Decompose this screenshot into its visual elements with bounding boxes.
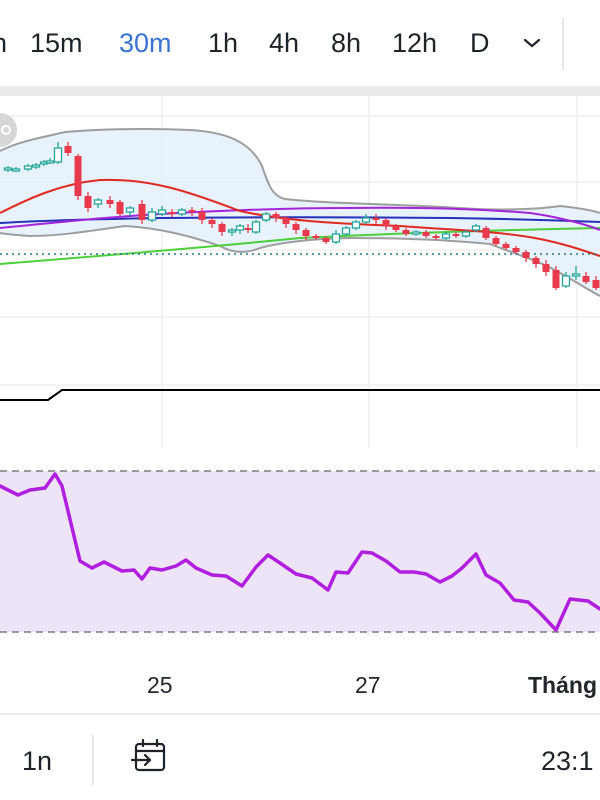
- candle-down: [282, 218, 290, 224]
- candle-up: [157, 209, 167, 215]
- candle-up: [361, 217, 371, 223]
- candle-down: [382, 220, 390, 226]
- candle-down: [492, 238, 500, 244]
- candle-up: [331, 233, 341, 243]
- chart-settings-icon[interactable]: [0, 113, 17, 147]
- candle-down: [432, 236, 440, 238]
- timeframe-option-4h[interactable]: 4h: [269, 28, 300, 58]
- ma-purple-line: [0, 206, 600, 231]
- candle-up: [561, 275, 571, 287]
- timeframe-toolbar: h 15m 30m 1h 4h 8h 12h D: [0, 0, 600, 86]
- candle-up: [93, 199, 103, 205]
- candle-up: [31, 164, 41, 168]
- candle-down: [188, 210, 196, 212]
- candle-down: [292, 224, 300, 230]
- candle-down: [74, 156, 82, 196]
- candle-down: [502, 244, 510, 248]
- candle-up: [471, 225, 481, 231]
- candle-up: [571, 273, 581, 277]
- timeframe-option-15m[interactable]: 15m: [30, 28, 83, 58]
- candle-up: [53, 147, 63, 163]
- candle-down: [542, 264, 550, 272]
- timeframe-option-8h[interactable]: 8h: [331, 28, 362, 58]
- price-chart-area[interactable]: [0, 96, 600, 710]
- candle-down: [84, 196, 92, 208]
- calendar-arrow-icon[interactable]: [130, 737, 170, 777]
- candle-up: [147, 211, 157, 221]
- toolbar-divider: [562, 18, 564, 70]
- candle-down: [64, 146, 72, 153]
- ma-red-line: [0, 178, 600, 257]
- x-axis-label-27: 27: [355, 672, 381, 698]
- bollinger-lower-line: [0, 224, 600, 297]
- bottom-bar-separator: [0, 713, 600, 715]
- candle-down: [392, 226, 400, 230]
- candle-down: [512, 248, 520, 252]
- candle-up: [411, 231, 421, 235]
- candle-up: [227, 229, 237, 233]
- candle-up: [341, 227, 351, 235]
- candle-down: [482, 228, 490, 238]
- bollinger-upper-line: [0, 127, 600, 214]
- candle-up: [441, 233, 451, 239]
- candle-down: [322, 238, 330, 242]
- candle-down: [422, 232, 430, 236]
- candle-down: [532, 258, 540, 264]
- bollinger-band-fill: [0, 128, 600, 296]
- candle-up: [235, 225, 245, 231]
- candle-up: [351, 221, 361, 229]
- candle-up: [125, 207, 135, 213]
- oscillator-band-fill: [0, 471, 600, 632]
- candle-up: [261, 213, 271, 221]
- candle-down: [106, 200, 114, 204]
- candle-down: [302, 230, 310, 236]
- candle-down: [312, 236, 320, 238]
- candle-down: [272, 214, 280, 218]
- date-range-button[interactable]: 1n: [22, 746, 53, 776]
- bottom-toolbar: 1n 23:1: [0, 715, 600, 800]
- candle-down: [582, 276, 590, 282]
- candle-down: [522, 252, 530, 258]
- candle-down: [552, 270, 560, 288]
- candle-up: [3, 167, 13, 171]
- candle-down: [592, 280, 600, 288]
- candle-down: [138, 204, 146, 220]
- current-time: 23:1: [541, 746, 594, 776]
- x-axis-label-25: 25: [147, 672, 173, 698]
- timeframe-option-1h[interactable]: 1h: [208, 28, 239, 58]
- timeframe-option-d[interactable]: D: [470, 28, 490, 58]
- ma-green-line: [0, 227, 600, 265]
- candle-up: [251, 221, 261, 233]
- timeframe-option-h[interactable]: h: [0, 26, 7, 60]
- candle-down: [402, 230, 410, 234]
- candle-up: [461, 231, 471, 237]
- candle-up: [177, 209, 187, 215]
- timeframe-option-30m[interactable]: 30m: [119, 28, 172, 58]
- step-indicator-line: [0, 389, 600, 401]
- timeframe-option-12h[interactable]: 12h: [392, 28, 438, 58]
- candle-up: [11, 168, 21, 172]
- candle-down: [452, 234, 460, 236]
- candle-down: [198, 212, 206, 220]
- chevron-down-icon[interactable]: [518, 33, 546, 53]
- candle-down: [208, 220, 216, 224]
- x-axis-label-month: Tháng: [528, 672, 597, 698]
- candle-down: [244, 228, 252, 230]
- candlestick-series: [3, 142, 600, 290]
- candle-down: [116, 202, 124, 214]
- candle-down: [168, 212, 176, 214]
- oscillator-line: [0, 472, 600, 632]
- candle-down: [372, 218, 380, 220]
- price-chart[interactable]: [0, 96, 600, 710]
- candle-down: [218, 224, 226, 232]
- candle-up: [45, 160, 55, 164]
- toolbar-separator: [0, 86, 600, 96]
- candle-up: [23, 165, 33, 170]
- bottom-toolbar-divider: [92, 735, 94, 785]
